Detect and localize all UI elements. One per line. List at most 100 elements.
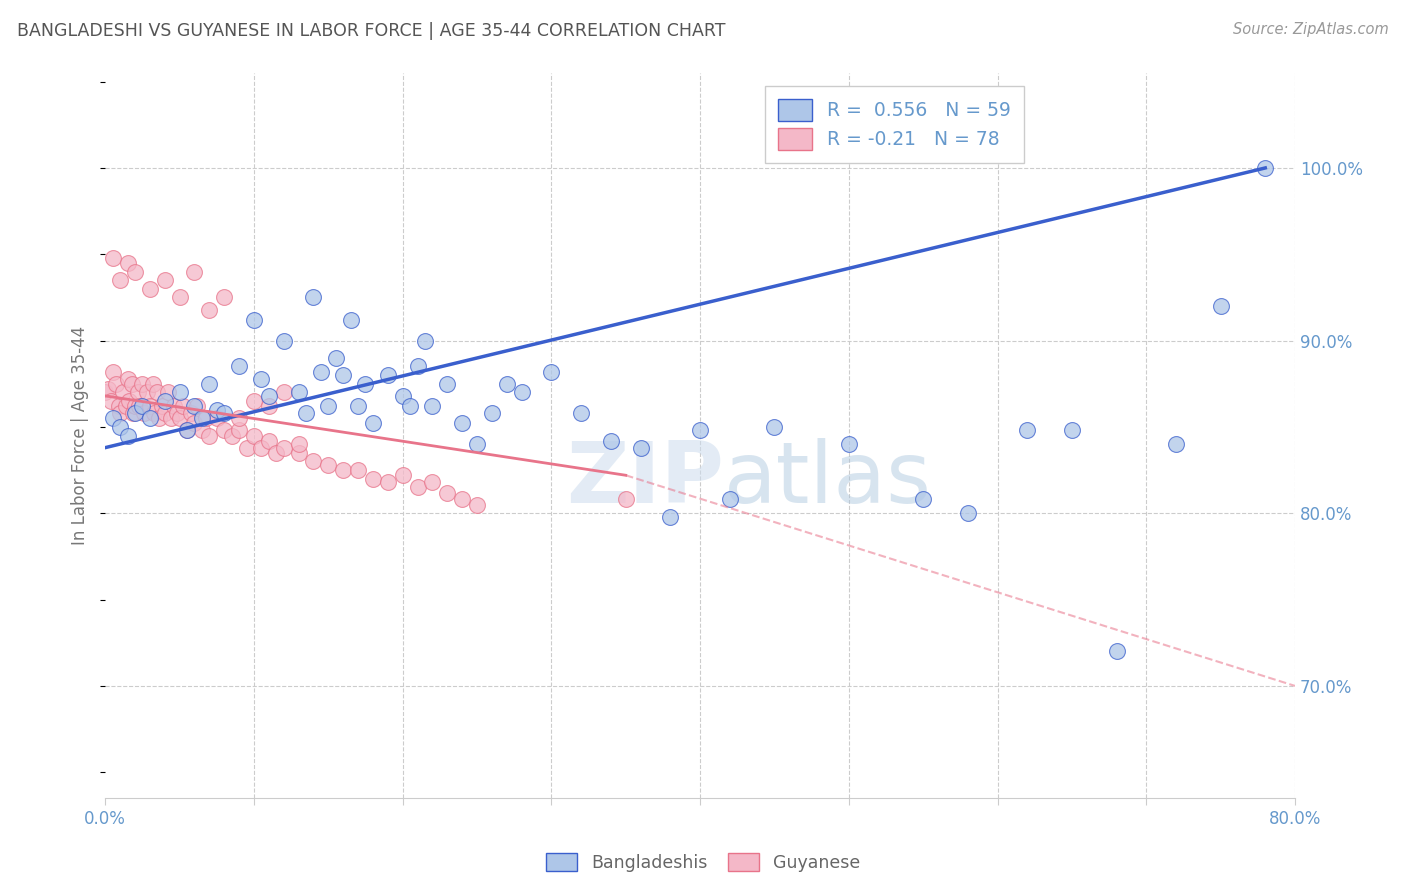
Point [142,376,165,391]
Legend: Bangladeshis, Guyanese: Bangladeshis, Guyanese [538,847,868,879]
Point [325,351,347,365]
Point [228,423,250,437]
Point [132,406,155,420]
Point [273,334,295,348]
Point [436,376,458,391]
Point [169,385,191,400]
Point [406,480,429,494]
Legend: R =  0.556   N = 59, R = -0.21   N = 78: R = 0.556 N = 59, R = -0.21 N = 78 [765,86,1024,163]
Point [121,376,143,391]
Point [339,313,361,327]
Point [243,313,266,327]
Point [302,290,325,304]
Point [295,406,318,420]
Point [205,402,228,417]
Point [250,371,273,385]
Point [422,399,444,413]
Point [101,251,124,265]
Point [94,385,117,400]
Text: Source: ZipAtlas.com: Source: ZipAtlas.com [1233,22,1389,37]
Point [257,389,280,403]
Point [465,437,488,451]
Point [124,406,146,420]
Point [183,417,205,431]
Point [243,428,266,442]
Point [127,385,149,400]
Point [391,468,413,483]
Point [108,406,131,420]
Point [205,411,228,425]
Point [332,463,354,477]
Point [221,428,243,442]
Point [495,376,517,391]
Point [391,389,413,403]
Point [465,498,488,512]
Point [166,406,188,420]
Point [569,406,592,420]
Point [436,485,458,500]
Point [104,376,127,391]
Point [451,417,474,431]
Point [228,359,250,374]
Point [156,385,179,400]
Point [540,365,562,379]
Point [191,423,214,437]
Point [169,290,191,304]
Point [115,399,138,413]
Point [838,437,860,451]
Point [347,463,370,477]
Point [191,411,214,425]
Point [153,273,176,287]
Point [316,399,339,413]
Point [614,492,637,507]
Point [117,428,139,442]
Point [273,385,295,400]
Point [316,458,339,472]
Point [377,475,399,490]
Point [481,406,503,420]
Point [112,385,135,400]
Point [108,273,131,287]
Point [1017,423,1039,437]
Point [287,385,309,400]
Point [153,394,176,409]
Y-axis label: In Labor Force | Age 35-44: In Labor Force | Age 35-44 [72,326,89,545]
Point [406,359,429,374]
Point [451,492,474,507]
Text: BANGLADESHI VS GUYANESE IN LABOR FORCE | AGE 35-44 CORRELATION CHART: BANGLADESHI VS GUYANESE IN LABOR FORCE |… [17,22,725,40]
Point [135,385,157,400]
Point [377,368,399,383]
Point [162,399,184,413]
Point [101,411,124,425]
Point [122,406,145,420]
Point [169,411,191,425]
Point [287,446,309,460]
Point [413,334,436,348]
Point [117,256,139,270]
Point [599,434,621,448]
Point [153,406,176,420]
Point [302,454,325,468]
Point [956,506,979,520]
Text: ZIP: ZIP [567,438,724,521]
Point [139,282,162,296]
Point [117,371,139,385]
Point [347,399,370,413]
Point [354,376,377,391]
Point [763,420,786,434]
Point [912,492,935,507]
Point [124,264,146,278]
Point [139,411,162,425]
Point [212,290,235,304]
Text: atlas: atlas [724,438,932,521]
Point [399,399,422,413]
Point [143,406,166,420]
Point [128,399,150,413]
Point [139,399,162,413]
Point [159,411,181,425]
Point [118,394,141,409]
Point [630,441,652,455]
Point [198,376,221,391]
Point [250,441,273,455]
Point [273,441,295,455]
